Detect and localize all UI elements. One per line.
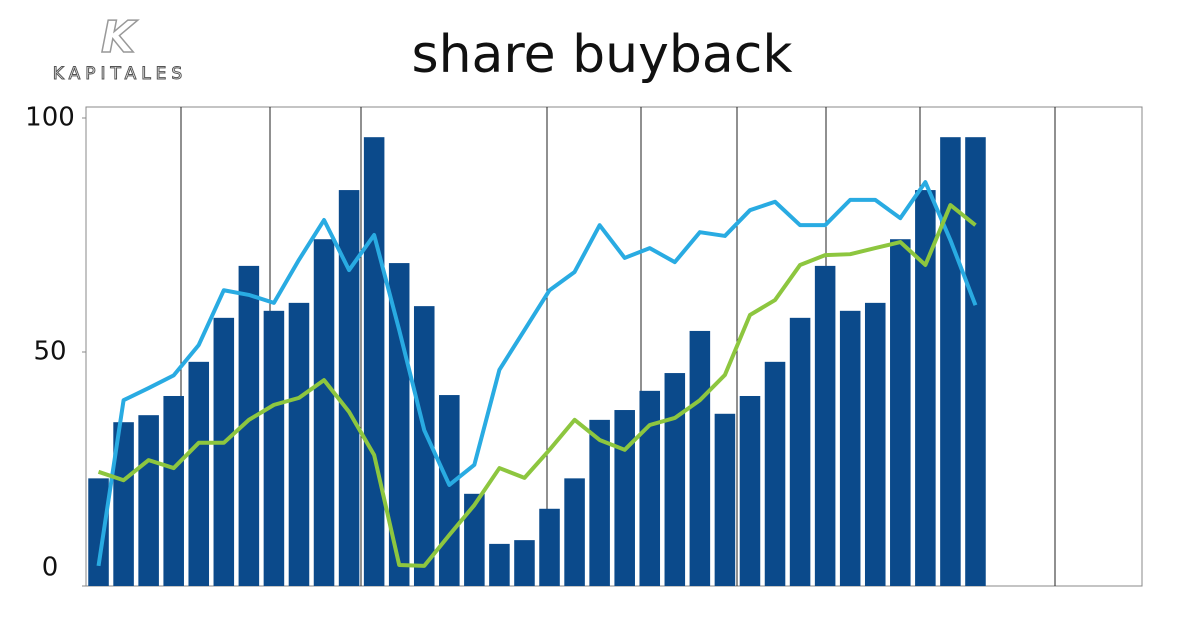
bar [514, 540, 535, 586]
bar [864, 302, 886, 586]
bar [464, 493, 485, 586]
bar [539, 508, 560, 586]
bar [163, 395, 184, 586]
logo-name: KAPITALES [53, 64, 187, 84]
bar [113, 422, 134, 586]
bar [739, 395, 761, 586]
y-tick-label: 50 [33, 337, 66, 367]
bar [915, 190, 936, 586]
bar [313, 239, 335, 586]
bar [363, 137, 385, 587]
bar [188, 361, 210, 586]
bar [413, 306, 435, 586]
bar [689, 330, 711, 586]
bar [489, 543, 510, 586]
bar [564, 478, 585, 586]
bar [764, 361, 786, 586]
line [96, 180, 978, 567]
bar [965, 137, 986, 587]
y-tick-label: 100 [25, 103, 75, 133]
bar [814, 265, 836, 586]
plot-frame [85, 106, 1143, 587]
bar [88, 478, 109, 586]
bar [639, 390, 661, 586]
bar [714, 413, 736, 586]
bar [839, 310, 861, 586]
logo-letter: K [101, 12, 138, 63]
bar [439, 395, 460, 586]
bar [288, 302, 310, 586]
bar [238, 265, 260, 586]
bar [589, 419, 610, 586]
y-tick-label: 0 [42, 553, 59, 583]
logo: K KAPITALES [52, 11, 187, 84]
bar [213, 317, 235, 586]
bar [138, 415, 159, 586]
bar [338, 190, 360, 586]
bar [263, 310, 285, 586]
bar [789, 317, 811, 586]
chart-title: share buyback [412, 25, 793, 85]
bar [664, 373, 686, 586]
line [97, 203, 977, 568]
bar [614, 410, 635, 586]
bar [890, 239, 911, 586]
